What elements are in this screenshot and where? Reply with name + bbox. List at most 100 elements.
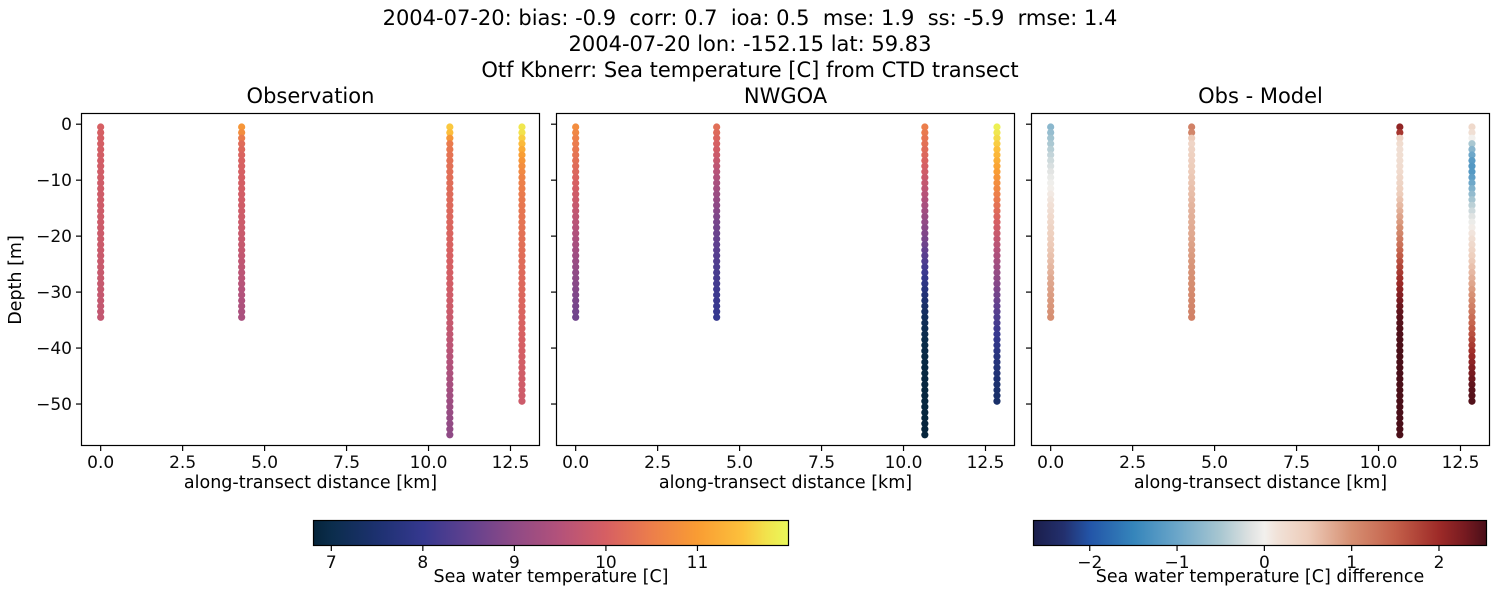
x-axis-label-obs-minus-model: along-transect distance [km]	[1133, 473, 1388, 493]
scatter-dot	[921, 420, 929, 428]
scatter-dot	[238, 168, 246, 176]
scatter-dot	[921, 134, 929, 142]
scatter-dot	[1396, 280, 1404, 288]
scatter-dot	[446, 123, 454, 131]
scatter-dot	[713, 296, 721, 305]
scatter-dot	[97, 162, 105, 170]
scatter-dot	[921, 285, 929, 293]
scatter-dot	[446, 252, 454, 260]
scatter-dot	[238, 296, 246, 305]
scatter-dot	[446, 196, 454, 204]
scatter-dot	[446, 308, 454, 316]
x-tick-label: 5.0	[726, 453, 753, 473]
scatter-dot	[1468, 280, 1476, 288]
scatter-dot	[921, 268, 929, 277]
scatter-dot	[993, 369, 1001, 377]
scatter-dot	[713, 201, 721, 209]
scatter-dot	[518, 201, 526, 209]
scatter-dot	[993, 252, 1001, 260]
scatter-dot	[238, 162, 246, 170]
scatter-dot	[97, 302, 105, 310]
scatter-dot	[518, 229, 526, 237]
scatter-dot	[572, 201, 580, 209]
scatter-dot	[1468, 235, 1476, 243]
scatter-dot	[238, 302, 246, 310]
scatter-dot	[97, 257, 105, 265]
scatter-dot	[572, 173, 580, 181]
scatter-dot	[1188, 134, 1196, 142]
scatter-dot	[1047, 235, 1055, 243]
scatter-dot	[1047, 224, 1055, 232]
scatter-dot	[1468, 319, 1476, 327]
scatter-dot	[1396, 364, 1404, 372]
scatter-dot	[993, 285, 1001, 293]
scatter-dot	[518, 308, 526, 316]
scatter-dot	[713, 229, 721, 237]
scatter-dot	[1047, 229, 1055, 237]
scatter-dot	[572, 224, 580, 232]
scatter-dot	[446, 324, 454, 333]
scatter-dot	[446, 392, 454, 400]
scatter-dot	[97, 285, 105, 293]
scatter-dot	[446, 291, 454, 299]
scatter-dot	[1396, 397, 1404, 405]
scatter-dot	[1188, 302, 1196, 310]
scatter-dot	[446, 313, 454, 321]
scatter-dot	[921, 246, 929, 254]
scatter-dot	[1396, 128, 1404, 137]
scatter-dot	[921, 196, 929, 204]
scatter-dot	[1468, 123, 1476, 131]
scatter-dot	[921, 330, 929, 338]
colorbar-bar	[312, 519, 790, 547]
scatter-dot	[1047, 179, 1055, 187]
scatter-dot	[572, 179, 580, 187]
scatter-dot	[97, 151, 105, 159]
scatter-dot	[1047, 268, 1055, 277]
scatter-dot	[921, 168, 929, 176]
scatter-dot	[921, 414, 929, 422]
scatter-dot	[921, 380, 929, 389]
scatter-dot	[518, 212, 526, 221]
y-tick-label: −40	[36, 339, 72, 359]
scatter-dot	[97, 145, 105, 153]
scatter-dot	[446, 229, 454, 237]
scatter-dot	[713, 173, 721, 181]
scatter-dot	[1396, 179, 1404, 187]
suptitle-stats-line: 2004-07-20: bias: -0.9 corr: 0.7 ioa: 0.…	[382, 6, 1118, 30]
scatter-dot	[1396, 140, 1404, 148]
scatter-dot	[921, 173, 929, 181]
scatter-dot	[713, 313, 721, 321]
scatter-dot	[1468, 140, 1476, 148]
colorbar-tick-label: 2	[1434, 553, 1445, 573]
scatter-dot	[446, 397, 454, 405]
scatter-dot	[713, 156, 721, 165]
plot-area-obs-minus-model: 0.0 2.5 5.0 7.5 10.0 12.5	[1026, 112, 1491, 473]
scatter-dot	[713, 162, 721, 170]
scatter-dot	[446, 414, 454, 422]
scatter-dot	[572, 140, 580, 148]
scatter-dot	[572, 263, 580, 271]
scatter-dot	[921, 352, 929, 361]
scatter-dot	[97, 128, 105, 137]
y-tick-label: −30	[36, 283, 72, 303]
scatter-dot	[1188, 246, 1196, 254]
scatter-dot	[713, 151, 721, 159]
scatter-dot	[1468, 212, 1476, 221]
scatter-dot	[97, 140, 105, 148]
scatter-dot	[518, 380, 526, 389]
scatter-dot	[446, 364, 454, 372]
scatter-dot	[993, 336, 1001, 344]
scatter-dot	[518, 263, 526, 271]
scatter-dot	[1188, 212, 1196, 221]
scatter-dot	[518, 313, 526, 321]
scatter-dot	[993, 274, 1001, 282]
scatter-dot	[446, 336, 454, 344]
scatter-dot	[1396, 296, 1404, 305]
scatter-dot	[1396, 380, 1404, 389]
scatter-dot	[713, 308, 721, 316]
colorbar-tick-label: 8	[417, 553, 428, 573]
scatter-dot	[993, 140, 1001, 148]
scatter-dot	[97, 268, 105, 277]
scatter-dot	[713, 235, 721, 243]
scatter-dot	[238, 128, 246, 137]
